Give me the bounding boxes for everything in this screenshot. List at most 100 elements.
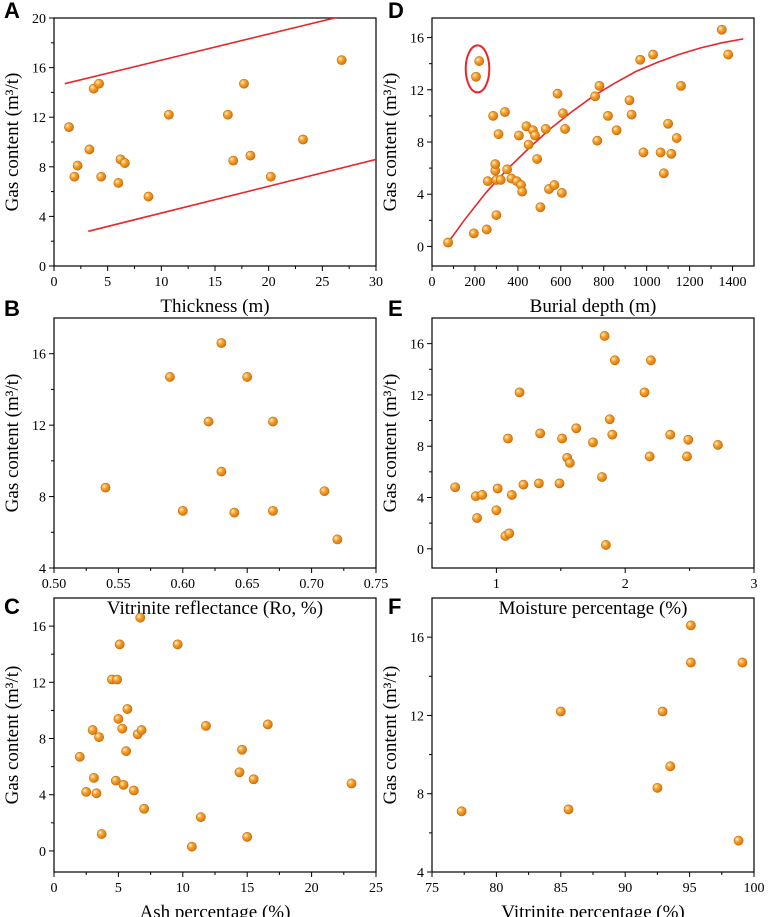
data-point bbox=[676, 80, 686, 91]
data-point bbox=[733, 835, 744, 846]
y-tick-label: 4 bbox=[417, 188, 424, 203]
y-tick-label: 12 bbox=[410, 389, 424, 404]
panel-B: B 0.50 0.55 0.60 0.65 0.70 0.75 4 8 12 16 Vitrinite… bbox=[2, 296, 388, 619]
data-point bbox=[657, 706, 668, 717]
x-tick-label: 1 bbox=[493, 577, 500, 592]
x-tick-label: 1400 bbox=[719, 275, 747, 290]
highlight-ellipse bbox=[464, 44, 491, 94]
x-tick-label: 600 bbox=[550, 275, 571, 290]
x-tick-label: 0 bbox=[51, 881, 58, 896]
x-axis-label: Burial depth (m) bbox=[530, 296, 657, 317]
data-point bbox=[490, 159, 501, 170]
y-tick-label: 12 bbox=[32, 676, 46, 691]
y-tick-label: 12 bbox=[410, 709, 424, 724]
y-tick-label: 20 bbox=[32, 12, 46, 27]
data-point bbox=[201, 720, 211, 731]
data-point bbox=[555, 706, 566, 717]
data-point bbox=[611, 125, 622, 136]
panel-label: D bbox=[388, 0, 404, 23]
data-point bbox=[737, 657, 748, 668]
data-point bbox=[117, 723, 128, 734]
data-point bbox=[716, 24, 727, 35]
data-point bbox=[222, 109, 233, 120]
y-axis-label: Gas content (m³/t) bbox=[380, 73, 401, 212]
y-tick-label: 4 bbox=[39, 210, 46, 225]
data-point bbox=[506, 490, 517, 500]
data-point bbox=[558, 108, 568, 119]
data-point bbox=[482, 176, 493, 187]
data-point bbox=[481, 224, 492, 235]
data-point bbox=[143, 191, 154, 202]
x-axis-label: Vitrinite percentage (%) bbox=[501, 902, 685, 917]
data-point bbox=[503, 433, 513, 444]
data-point bbox=[626, 109, 637, 120]
data-point bbox=[723, 49, 734, 60]
data-point bbox=[242, 831, 253, 842]
data-point bbox=[588, 437, 598, 448]
data-point bbox=[592, 135, 603, 146]
data-point bbox=[663, 118, 674, 129]
data-point bbox=[644, 451, 655, 462]
x-tick-label: 90 bbox=[618, 881, 632, 896]
data-point bbox=[195, 812, 206, 823]
x-tick-label: 100 bbox=[744, 881, 765, 896]
data-point bbox=[456, 806, 467, 817]
data-point bbox=[600, 540, 611, 550]
panel-label: F bbox=[388, 594, 401, 619]
y-tick-label: 8 bbox=[39, 733, 46, 748]
x-tick-label: 0.70 bbox=[299, 577, 324, 592]
data-point bbox=[504, 528, 515, 539]
y-tick-label: 16 bbox=[32, 348, 46, 363]
x-tick-label: 0.55 bbox=[106, 577, 131, 592]
data-point bbox=[646, 355, 656, 366]
panel-C: C 0 5 10 15 20 25 0 4 8 12 16 Ash percentage (%) Gas … bbox=[2, 594, 383, 917]
x-tick-label: 1200 bbox=[676, 275, 704, 290]
data-point bbox=[491, 505, 502, 516]
data-point bbox=[239, 78, 249, 89]
data-point bbox=[186, 841, 197, 852]
data-point bbox=[594, 80, 605, 91]
data-point bbox=[336, 55, 347, 66]
data-point bbox=[472, 513, 482, 523]
data-point bbox=[298, 134, 308, 145]
y-tick-label: 4 bbox=[417, 866, 424, 881]
y-tick-label: 12 bbox=[32, 419, 46, 434]
y-tick-label: 16 bbox=[410, 631, 424, 646]
data-point bbox=[665, 429, 676, 440]
data-point bbox=[113, 713, 124, 724]
x-tick-label: 75 bbox=[425, 881, 439, 896]
data-point bbox=[530, 130, 540, 141]
data-point bbox=[671, 133, 682, 143]
data-point bbox=[639, 387, 650, 398]
x-tick-label: 15 bbox=[208, 275, 222, 290]
y-tick-label: 8 bbox=[417, 788, 424, 803]
data-point bbox=[248, 774, 259, 785]
x-tick-label: 3 bbox=[751, 577, 758, 592]
data-point bbox=[571, 423, 582, 434]
y-tick-label: 8 bbox=[417, 136, 424, 151]
data-point bbox=[216, 338, 227, 348]
data-point bbox=[500, 107, 510, 117]
x-tick-label: 5 bbox=[104, 275, 111, 290]
y-axis-label: Gas content (m³/t) bbox=[2, 374, 23, 513]
y-tick-label: 12 bbox=[410, 84, 424, 99]
data-point bbox=[94, 78, 104, 89]
x-tick-label: 0.75 bbox=[364, 577, 389, 592]
data-point bbox=[172, 639, 183, 650]
y-tick-label: 16 bbox=[32, 620, 46, 635]
data-point bbox=[655, 147, 666, 158]
data-point bbox=[245, 150, 256, 161]
data-point bbox=[468, 228, 479, 239]
x-axis-label: Vitrinite reflectance (Ro, %) bbox=[107, 598, 323, 619]
data-point bbox=[64, 122, 74, 133]
x-tick-label: 10 bbox=[154, 275, 168, 290]
data-point bbox=[265, 171, 276, 182]
y-tick-label: 16 bbox=[410, 32, 424, 47]
data-point bbox=[242, 372, 253, 382]
data-point bbox=[228, 155, 239, 166]
data-point bbox=[532, 154, 543, 164]
x-tick-label: 0 bbox=[51, 275, 58, 290]
data-point bbox=[450, 482, 461, 493]
x-tick-label: 400 bbox=[507, 275, 528, 290]
data-point bbox=[87, 725, 98, 735]
